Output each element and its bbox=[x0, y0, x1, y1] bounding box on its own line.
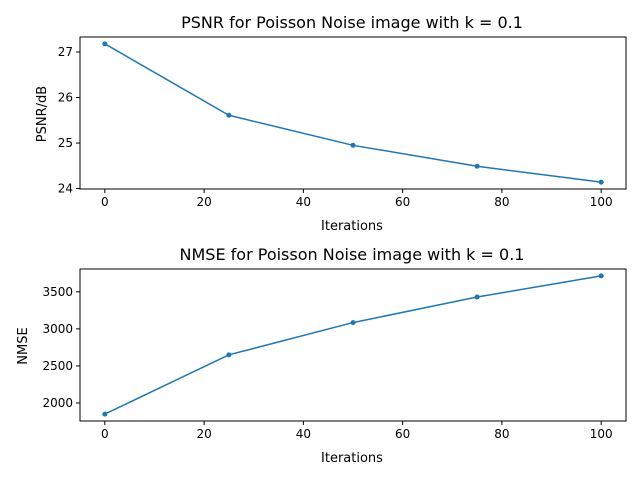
nmse-x-ticks: 0 20 40 60 80 100 bbox=[101, 421, 613, 441]
psnr-y-ticks: 24 25 26 27 bbox=[58, 45, 80, 196]
nmse-axes-frame bbox=[79, 268, 627, 422]
nmse-x-tick-label: 40 bbox=[296, 427, 311, 441]
psnr-data-point bbox=[226, 112, 232, 118]
nmse-data-point bbox=[102, 411, 108, 417]
nmse-series bbox=[102, 273, 604, 417]
psnr-x-tick-label: 100 bbox=[590, 195, 613, 209]
psnr-data-point bbox=[598, 179, 604, 185]
nmse-data-point bbox=[598, 273, 604, 279]
nmse-y-axis-label: NMSE bbox=[16, 327, 31, 364]
nmse-x-tick-label: 20 bbox=[196, 427, 211, 441]
psnr-data-point bbox=[102, 41, 108, 47]
psnr-axes-frame bbox=[79, 36, 627, 190]
nmse-x-tick-label: 100 bbox=[590, 427, 613, 441]
psnr-x-axis-label: Iterations bbox=[321, 219, 383, 234]
nmse-x-tick-label: 80 bbox=[494, 427, 509, 441]
nmse-y-tick-label: 3000 bbox=[42, 322, 73, 336]
nmse-y-ticks: 2000 2500 3000 3500 bbox=[42, 285, 80, 410]
nmse-y-tick-label: 3500 bbox=[42, 285, 73, 299]
nmse-x-tick-label: 0 bbox=[101, 427, 109, 441]
psnr-y-axis-label: PSNR/dB bbox=[35, 86, 50, 142]
nmse-x-axis-label: Iterations bbox=[321, 451, 383, 466]
psnr-x-ticks: 0 20 40 60 80 100 bbox=[101, 189, 613, 209]
psnr-x-tick-label: 40 bbox=[296, 195, 311, 209]
psnr-x-tick-label: 0 bbox=[101, 195, 109, 209]
psnr-y-tick-label: 24 bbox=[58, 182, 73, 196]
psnr-series bbox=[102, 41, 604, 185]
psnr-x-tick-label: 20 bbox=[196, 195, 211, 209]
psnr-data-point bbox=[474, 163, 480, 169]
nmse-title: NMSE for Poisson Noise image with k = 0.… bbox=[180, 245, 525, 264]
nmse-data-point bbox=[226, 352, 232, 358]
nmse-y-tick-label: 2000 bbox=[42, 396, 73, 410]
nmse-data-point bbox=[350, 320, 356, 326]
psnr-y-tick-label: 25 bbox=[58, 136, 73, 150]
nmse-y-tick-label: 2500 bbox=[42, 359, 73, 373]
psnr-data-point bbox=[350, 142, 356, 148]
nmse-data-point bbox=[474, 294, 480, 300]
psnr-title: PSNR for Poisson Noise image with k = 0.… bbox=[181, 13, 523, 32]
psnr-x-tick-label: 80 bbox=[494, 195, 509, 209]
nmse-x-tick-label: 60 bbox=[395, 427, 410, 441]
psnr-y-tick-label: 26 bbox=[58, 91, 73, 105]
nmse-plot: NMSE for Poisson Noise image with k = 0.… bbox=[16, 245, 627, 466]
psnr-plot: PSNR for Poisson Noise image with k = 0.… bbox=[35, 13, 627, 234]
psnr-x-tick-label: 60 bbox=[395, 195, 410, 209]
psnr-y-tick-label: 27 bbox=[58, 45, 73, 59]
